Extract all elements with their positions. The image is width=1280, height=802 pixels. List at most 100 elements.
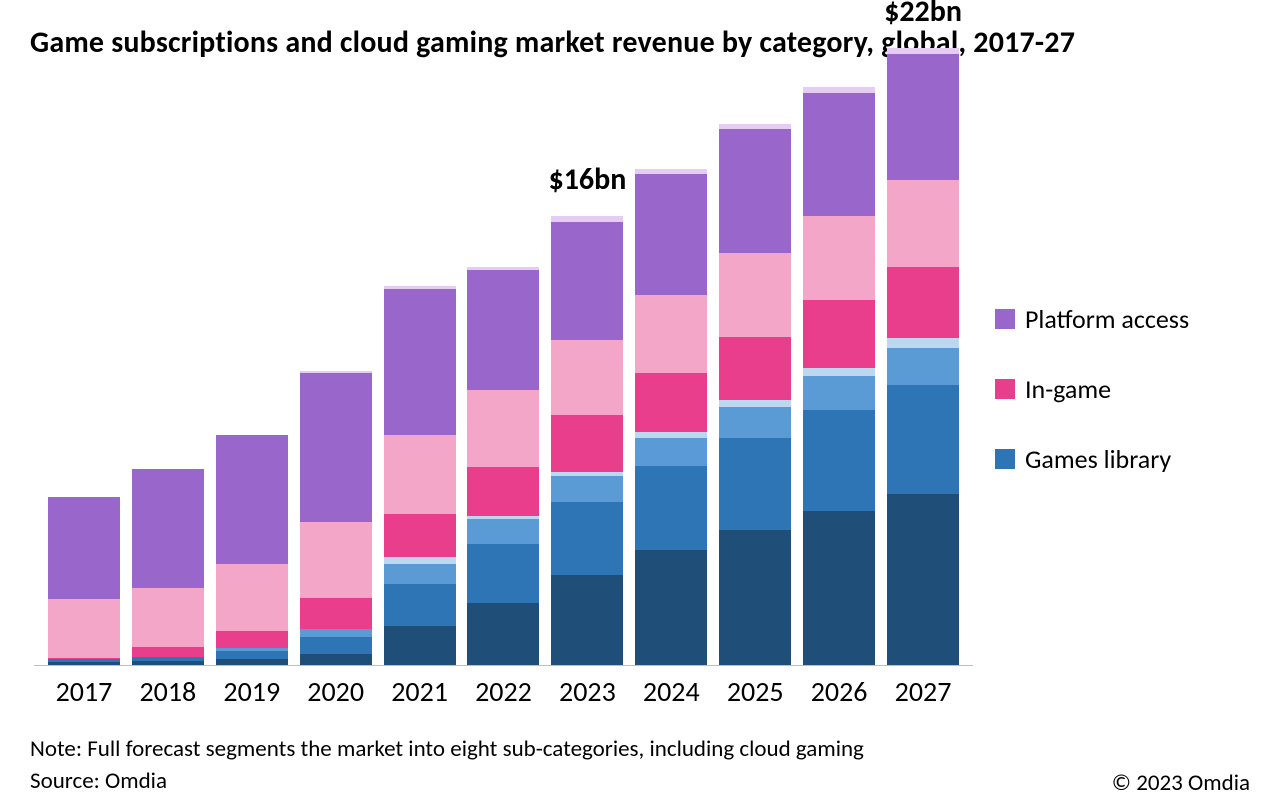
bar-segment xyxy=(719,530,791,665)
bar xyxy=(132,469,204,665)
x-tick-label: 2024 xyxy=(635,674,707,709)
bar-segment xyxy=(803,410,875,511)
bar-segment xyxy=(467,519,539,544)
value-callout: $22bn xyxy=(884,0,962,30)
legend-label: In-game xyxy=(1025,373,1111,405)
legend-swatch xyxy=(995,379,1015,399)
bar-segment xyxy=(467,270,539,391)
value-callout: $16bn xyxy=(548,161,626,198)
bar-segment xyxy=(551,476,623,503)
bar-segment xyxy=(551,222,623,340)
bar-segment xyxy=(551,575,623,665)
bar-segment xyxy=(300,373,372,522)
bar-segment xyxy=(48,497,120,599)
x-tick-label: 2021 xyxy=(384,674,456,709)
bar-segment xyxy=(384,564,456,584)
bar-segment xyxy=(384,289,456,435)
footer-source: Source: Omdia xyxy=(30,765,864,797)
bar-segment xyxy=(384,514,456,557)
bar-segment xyxy=(551,340,623,416)
legend-label: Platform access xyxy=(1025,303,1189,335)
x-tick-label: 2017 xyxy=(48,674,120,709)
bar xyxy=(384,286,456,665)
bar xyxy=(887,48,959,665)
legend-swatch xyxy=(995,449,1015,469)
legend-item: Games library xyxy=(995,443,1250,475)
bar-slot xyxy=(551,69,623,665)
bar-segment xyxy=(803,368,875,376)
bar-slot xyxy=(48,69,120,665)
bar-segment xyxy=(887,54,959,180)
x-tick-label: 2020 xyxy=(300,674,372,709)
bar-segment xyxy=(719,400,791,407)
footer-left: Note: Full forecast segments the market … xyxy=(30,733,864,797)
bar-segment xyxy=(887,348,959,384)
plot-region: $16bn$22bn xyxy=(34,69,973,666)
bar xyxy=(719,124,791,665)
bar xyxy=(635,169,707,665)
bar-slot xyxy=(887,69,959,665)
bar-segment xyxy=(300,637,372,654)
bar-segment xyxy=(635,174,707,295)
bar-slot xyxy=(132,69,204,665)
bar-segment xyxy=(887,494,959,665)
bar-segment xyxy=(803,93,875,216)
bar-segment xyxy=(635,550,707,665)
x-tick-label: 2018 xyxy=(132,674,204,709)
bar-segment xyxy=(216,651,288,659)
bar-segment xyxy=(216,435,288,564)
x-tick-label: 2023 xyxy=(551,674,623,709)
bar-segment xyxy=(803,511,875,665)
bar-segment xyxy=(48,599,120,658)
bar-slot xyxy=(719,69,791,665)
legend-item: In-game xyxy=(995,373,1250,405)
bar-segment xyxy=(719,253,791,337)
bar-segment xyxy=(719,407,791,438)
bar-slot xyxy=(300,69,372,665)
bar-segment xyxy=(887,180,959,267)
bar-segment xyxy=(384,584,456,626)
bar-slot xyxy=(635,69,707,665)
bar-segment xyxy=(216,631,288,648)
bar xyxy=(48,497,120,665)
bar xyxy=(300,371,372,665)
bar xyxy=(467,267,539,665)
bar-segment xyxy=(635,438,707,466)
bar-slot xyxy=(803,69,875,665)
bar-segment xyxy=(551,415,623,471)
bar-segment xyxy=(384,557,456,564)
x-tick-label: 2019 xyxy=(216,674,288,709)
bar-slot xyxy=(467,69,539,665)
bars-container xyxy=(34,69,973,665)
bar-segment xyxy=(887,267,959,339)
bar-segment xyxy=(719,337,791,400)
bar-segment xyxy=(132,469,204,588)
bar-slot xyxy=(216,69,288,665)
bar-segment xyxy=(719,129,791,252)
bar-segment xyxy=(803,300,875,367)
bar-segment xyxy=(803,216,875,300)
bar xyxy=(803,87,875,665)
bar-segment xyxy=(384,626,456,665)
bar-segment xyxy=(635,373,707,432)
bar-segment xyxy=(467,544,539,603)
bar-segment xyxy=(216,564,288,631)
bar-segment xyxy=(48,662,120,665)
bar-segment xyxy=(803,376,875,410)
chart-title: Game subscriptions and cloud gaming mark… xyxy=(30,24,1250,61)
footer: Note: Full forecast segments the market … xyxy=(30,733,1250,797)
bar-segment xyxy=(467,390,539,467)
bar-segment xyxy=(467,603,539,665)
chart-frame: Game subscriptions and cloud gaming mark… xyxy=(0,0,1280,802)
legend: Platform access In-game Games library xyxy=(973,69,1250,709)
x-tick-label: 2022 xyxy=(467,674,539,709)
bar-segment xyxy=(300,598,372,629)
bar-segment xyxy=(635,466,707,550)
bar-segment xyxy=(719,438,791,531)
bar-slot xyxy=(384,69,456,665)
bar-segment xyxy=(551,502,623,575)
x-tick-label: 2026 xyxy=(803,674,875,709)
bar-segment xyxy=(132,661,204,665)
legend-item: Platform access xyxy=(995,303,1250,335)
bar-segment xyxy=(384,435,456,514)
